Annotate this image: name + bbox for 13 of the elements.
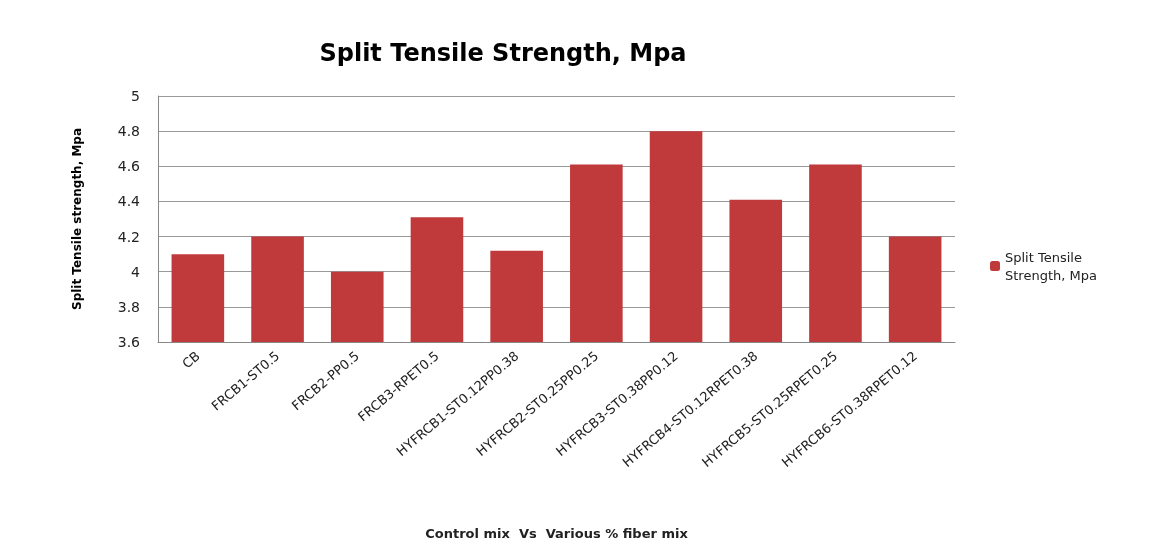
y-tick-label: 4.4 bbox=[117, 193, 141, 210]
x-tick-label: CB bbox=[179, 348, 203, 372]
chart-title: Split Tensile Strength, Mpa bbox=[319, 39, 687, 67]
y-tick-label: 5 bbox=[131, 88, 140, 104]
x-axis-title: Control mix Vs Various % fiber mix bbox=[425, 526, 689, 541]
y-axis-title: Split Tensile strength, Mpa bbox=[70, 127, 84, 311]
y-tick-label: 4.2 bbox=[117, 228, 140, 245]
y-tick-label: 4.8 bbox=[117, 123, 140, 140]
y-tick-label: 3.8 bbox=[117, 298, 140, 315]
y-tick-label: 4 bbox=[131, 263, 141, 280]
legend-label: Split Tensile Strength, Mpa bbox=[1005, 249, 1097, 283]
y-tick-label: 3.6 bbox=[117, 334, 141, 350]
y-tick-label: 4.6 bbox=[117, 158, 141, 175]
